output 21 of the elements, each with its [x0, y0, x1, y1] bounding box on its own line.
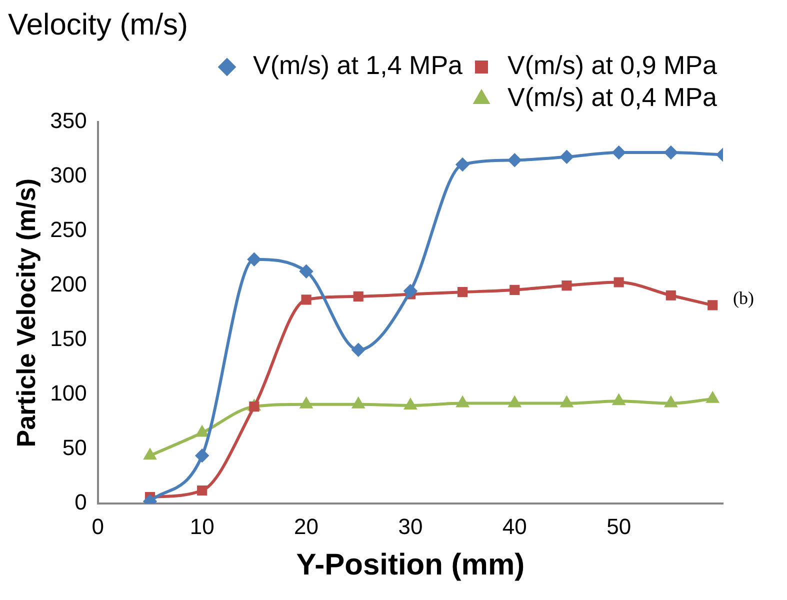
text: (b) [733, 288, 754, 308]
chart-title: Velocity (m/s) [8, 8, 188, 42]
y-tick-label: 350 [50, 108, 87, 134]
x-tick-label: 0 [92, 514, 104, 539]
y-tick-label: 300 [50, 162, 87, 188]
x-axis-title: Y-Position (mm) [296, 548, 525, 582]
y-tick-label: 150 [50, 326, 87, 352]
y-tick-label: 0 [74, 490, 87, 515]
y-tick-label: 250 [50, 217, 87, 242]
x-tick-label: 50 [606, 514, 632, 539]
legend-label: V(m/s) at 1,4 MPa [253, 50, 464, 80]
legend-label: V(m/s) at 0,9 MPa [508, 50, 718, 80]
x-tick-label: 40 [502, 514, 527, 539]
y-tick-label: 200 [50, 272, 87, 297]
x-tick-label: 10 [190, 514, 214, 539]
x-tick-label: 30 [398, 514, 423, 539]
y-tick-label: 100 [50, 380, 87, 406]
legend-label: V(m/s) at 0,4 MPa [508, 82, 718, 112]
y-tick-label: 50 [62, 435, 87, 460]
x-tick-label: 20 [294, 514, 319, 539]
y-axis-title: Particle Velocity (m/s) [10, 178, 41, 448]
